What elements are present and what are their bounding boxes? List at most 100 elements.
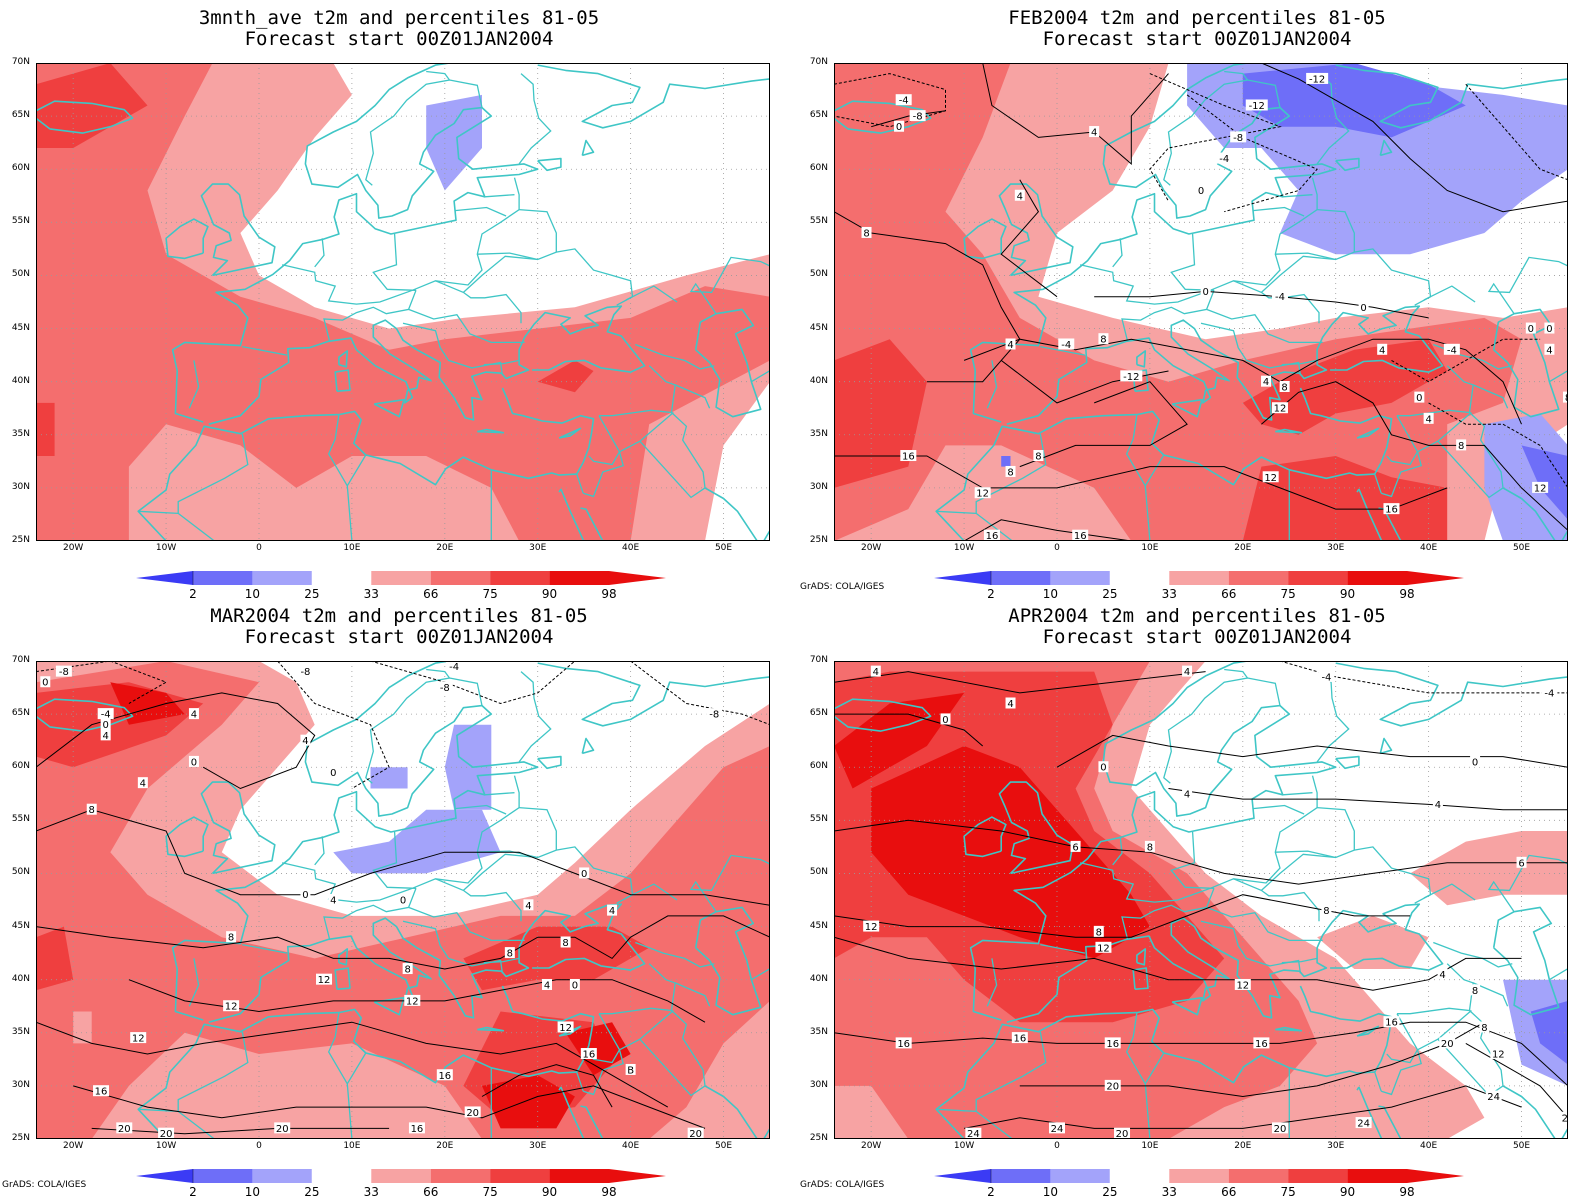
lon-tick-label: 10W bbox=[155, 543, 177, 553]
lon-tick-label: 20E bbox=[1234, 1141, 1252, 1151]
contour-label: 4 bbox=[1439, 970, 1445, 981]
lon-tick-label: 30E bbox=[529, 543, 547, 553]
contour-label: 6 bbox=[1518, 858, 1524, 869]
contour-label: 4 bbox=[525, 901, 531, 912]
colorbar bbox=[934, 1169, 1464, 1183]
contour-label: 0 bbox=[191, 757, 197, 768]
borders bbox=[105, 668, 770, 1139]
contour-label: -4 bbox=[1447, 345, 1457, 356]
lat-tick-label: 60N bbox=[11, 163, 30, 174]
lat-tick-label: 65N bbox=[11, 110, 30, 121]
contour-label: 8 bbox=[1565, 393, 1568, 404]
lat-tick-label: 70N bbox=[11, 57, 30, 67]
colorbar bbox=[136, 1169, 666, 1183]
panel-mar2004: MAR2004 t2m and percentiles 81-05 Foreca… bbox=[0, 598, 798, 1199]
lat-tick-label: 50N bbox=[809, 867, 828, 878]
panel-subtitle-line: Forecast start 00Z01JAN2004 bbox=[1042, 626, 1352, 648]
contour-label: 0 bbox=[1528, 324, 1534, 335]
contour-label: 20 bbox=[118, 1124, 131, 1135]
contour-label: -4 bbox=[1061, 340, 1071, 351]
lat-tick-label: 25N bbox=[11, 1133, 30, 1143]
contour-label: 0 bbox=[302, 890, 308, 901]
colorbar-label: 10 bbox=[244, 587, 261, 601]
panel-subtitle-line: Forecast start 00Z01JAN2004 bbox=[244, 28, 554, 50]
lon-tick-label: 0 bbox=[1054, 543, 1060, 553]
contour-label: 8 bbox=[562, 938, 568, 949]
lon-tick-label: 30E bbox=[1327, 1141, 1345, 1151]
contour-label: 4 bbox=[1184, 667, 1190, 678]
lat-tick-label: 65N bbox=[809, 110, 828, 121]
colorbar-label: 10 bbox=[1042, 587, 1059, 601]
contour-label: 12 bbox=[318, 975, 331, 986]
panel-title-line: FEB2004 t2m and percentiles 81-05 bbox=[1008, 7, 1386, 29]
lat-tick-label: 25N bbox=[11, 535, 30, 545]
lon-tick-label: 10E bbox=[343, 1141, 361, 1151]
contour-label: 16 bbox=[1013, 1034, 1026, 1045]
lat-tick-label: 55N bbox=[11, 216, 30, 227]
lon-tick-label: 0 bbox=[1054, 1141, 1060, 1151]
colorbar-label: 90 bbox=[541, 587, 558, 601]
lon-tick-label: 10W bbox=[953, 543, 975, 553]
panel-3month-average: 3mnth_ave t2m and percentiles 81-05 Fore… bbox=[0, 0, 798, 601]
contour-label: -8 bbox=[1233, 133, 1243, 144]
panel-title-line: 3mnth_ave t2m and percentiles 81-05 bbox=[198, 7, 600, 29]
contour-label: 4 bbox=[1007, 340, 1013, 351]
panel-title: APR2004 t2m and percentiles 81-05 Foreca… bbox=[838, 606, 1556, 648]
contour-label: 4 bbox=[1091, 128, 1097, 139]
contour-label: -12 bbox=[1309, 74, 1325, 85]
contour-label: 24 bbox=[1357, 1119, 1370, 1130]
colorbar-label: 2 bbox=[189, 1185, 197, 1199]
colorbar-label: 98 bbox=[601, 1185, 617, 1199]
contour-label: 24 bbox=[1562, 1113, 1568, 1124]
contour-label: -8 bbox=[913, 112, 923, 123]
lat-tick-label: 30N bbox=[11, 481, 30, 492]
colorbar-label: 98 bbox=[1399, 1185, 1415, 1199]
contour-label: 4 bbox=[1184, 789, 1190, 800]
contour-label: -12 bbox=[1249, 101, 1265, 112]
colorbar-label: 75 bbox=[1280, 1185, 1296, 1199]
contour-label: 4 bbox=[1007, 699, 1013, 710]
contour-label: 4 bbox=[1379, 345, 1385, 356]
contour-label: 0 bbox=[942, 715, 948, 726]
contour-labels: 4 4 -4 -4 4 0 0 0 4 4 6 8 6 8 8 12 12 12 4 8 8 16 16 16 16 16 12 20… bbox=[863, 665, 1568, 1139]
lon-tick-label: 10E bbox=[1141, 543, 1159, 553]
lat-tick-label: 35N bbox=[11, 1026, 30, 1037]
contour-label: 16 bbox=[902, 452, 915, 463]
lat-tick-label: 60N bbox=[809, 761, 828, 772]
colorbar-label: 25 bbox=[304, 1185, 320, 1199]
colorbar bbox=[934, 571, 1464, 585]
contour-label: 0 bbox=[330, 768, 336, 779]
lon-tick-label: 50E bbox=[714, 543, 733, 553]
lat-tick-label: 55N bbox=[809, 216, 828, 227]
lat-tick-label: 40N bbox=[11, 973, 30, 984]
lon-tick-label: 30E bbox=[529, 1141, 547, 1151]
contour-label: 16 bbox=[1255, 1039, 1268, 1050]
lon-tick-label: 40E bbox=[622, 1141, 640, 1151]
contour-label: 16 bbox=[438, 1071, 451, 1082]
contour-label: -4 bbox=[1275, 292, 1285, 303]
lon-tick-label: 50E bbox=[714, 1141, 733, 1151]
panel-title: MAR2004 t2m and percentiles 81-05 Foreca… bbox=[40, 606, 758, 648]
colorbar-label: 33 bbox=[1161, 1185, 1177, 1199]
colorbar-label: 75 bbox=[482, 1185, 498, 1199]
colorbar-label: 66 bbox=[423, 587, 439, 601]
lat-tick-label: 35N bbox=[809, 1026, 828, 1037]
map-apr2004: 4 4 -4 -4 4 0 0 0 4 4 6 8 6 8 8 12 12 12 4 8 8 16 16 16 16 16 12 20… bbox=[834, 661, 1568, 1139]
panel-subtitle-line: Forecast start 00Z01JAN2004 bbox=[1042, 28, 1352, 50]
borders bbox=[903, 70, 1568, 541]
lon-tick-label: 20W bbox=[62, 1141, 84, 1151]
colorbar-label: 75 bbox=[482, 587, 498, 601]
contour-label: 12 bbox=[406, 996, 419, 1007]
lat-tick-label: 30N bbox=[11, 1079, 30, 1090]
coastlines bbox=[36, 63, 770, 541]
lon-tick-label: 50E bbox=[1512, 1141, 1531, 1151]
lon-tick-label: 40E bbox=[1420, 1141, 1438, 1151]
panel-apr2004: APR2004 t2m and percentiles 81-05 Foreca… bbox=[798, 598, 1596, 1199]
contour-label: 4 bbox=[1017, 191, 1023, 202]
coastlines bbox=[36, 661, 770, 1139]
lat-tick-label: 35N bbox=[809, 428, 828, 439]
colorbar-label: 33 bbox=[1161, 587, 1177, 601]
colorbar-label: 66 bbox=[1221, 1185, 1237, 1199]
colorbar-label: 33 bbox=[363, 1185, 379, 1199]
